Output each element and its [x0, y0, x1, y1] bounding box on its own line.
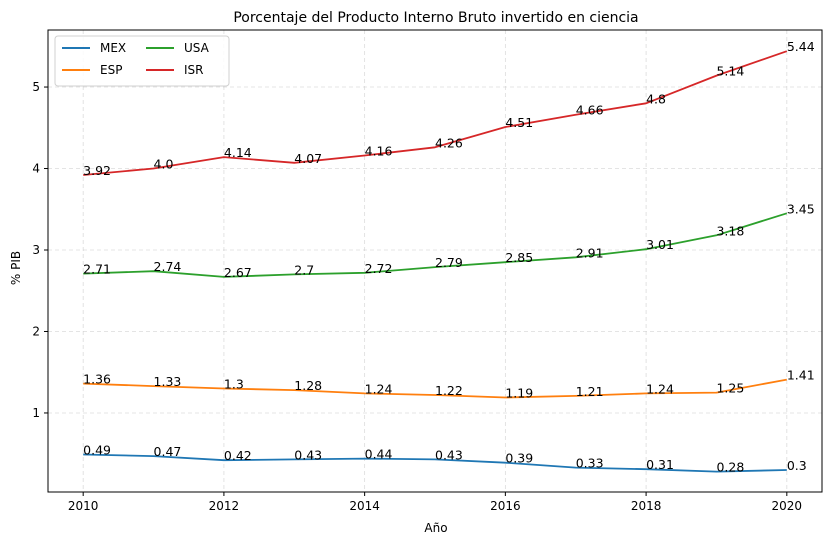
data-label: 0.43: [435, 447, 463, 462]
data-label: 1.24: [365, 381, 393, 396]
y-tick-label: 4: [32, 162, 40, 176]
data-label: 5.14: [716, 64, 744, 79]
data-label: 2.85: [505, 250, 533, 265]
data-label: 3.45: [787, 201, 815, 216]
y-axis-label: % PIB: [9, 251, 23, 285]
x-axis-label: Año: [424, 521, 447, 535]
data-label: 4.51: [505, 115, 533, 130]
data-label: 2.67: [224, 265, 252, 280]
y-tick-label: 1: [32, 406, 40, 420]
legend-label-isr: ISR: [184, 63, 204, 77]
data-label: 2.74: [154, 259, 182, 274]
y-tick-label: 2: [32, 324, 40, 338]
legend-label-usa: USA: [184, 41, 210, 55]
data-label: 1.19: [505, 385, 533, 400]
data-label: 1.36: [83, 372, 111, 387]
data-label: 0.47: [154, 444, 182, 459]
x-tick-label: 2010: [68, 499, 99, 513]
data-label: 2.72: [365, 261, 393, 276]
data-label: 5.44: [787, 39, 815, 54]
legend-box: [54, 35, 230, 87]
data-label: 0.43: [294, 447, 322, 462]
series-line-isr: [83, 50, 788, 176]
axis-ticks: 2010 2012 2014 2016 2018 2020 1 2 3 4 5: [32, 80, 802, 513]
data-label: 3.92: [83, 163, 111, 178]
series-line-mex: [83, 453, 787, 473]
data-labels: 0.49 0.47 0.42 0.43 0.44 0.43 0.39 0.33 0.31 0.28…: [83, 39, 815, 474]
data-label: 3.18: [716, 223, 744, 238]
data-label: 4.8: [646, 91, 666, 106]
series-line-esp: [83, 378, 787, 399]
data-label: 4.0: [154, 157, 174, 172]
x-tick-label: 2014: [349, 499, 380, 513]
plot-frame: [47, 29, 823, 493]
data-label: 0.42: [224, 448, 252, 463]
grid-lines: [48, 30, 822, 492]
data-label: 2.7: [294, 262, 314, 277]
data-label: 0.3: [787, 458, 807, 473]
data-label: 0.44: [365, 447, 393, 462]
data-label: 4.16: [365, 143, 393, 158]
data-label: 1.22: [435, 383, 463, 398]
data-label: 2.79: [435, 255, 463, 270]
data-label: 1.25: [716, 381, 744, 396]
data-label: 1.41: [787, 368, 815, 383]
data-label: 4.14: [224, 145, 252, 160]
y-tick-label: 3: [32, 243, 40, 257]
legend-label-esp: ESP: [100, 63, 122, 77]
data-label: 0.31: [646, 457, 674, 472]
data-label: 1.3: [224, 377, 244, 392]
x-tick-label: 2018: [631, 499, 662, 513]
x-tick-label: 2012: [209, 499, 240, 513]
series-lines: [83, 50, 788, 473]
data-label: 4.07: [294, 151, 322, 166]
data-label: 1.28: [294, 378, 322, 393]
chart-title: Porcentaje del Producto Interno Bruto in…: [233, 10, 638, 26]
data-label: 4.66: [576, 103, 604, 118]
data-label: 0.33: [576, 456, 604, 471]
data-label: 1.21: [576, 384, 604, 399]
legend-label-mex: MEX: [100, 41, 126, 55]
x-tick-label: 2020: [772, 499, 803, 513]
x-tick-label: 2016: [490, 499, 521, 513]
data-label: 0.39: [505, 451, 533, 466]
series-line-usa: [83, 212, 788, 278]
data-label: 2.71: [83, 262, 111, 277]
data-label: 1.24: [646, 381, 674, 396]
data-label: 0.28: [716, 460, 744, 475]
data-label: 0.49: [83, 443, 111, 458]
legend: MEX ESP USA ISR: [54, 35, 230, 87]
data-label: 3.01: [646, 237, 674, 252]
data-label: 2.91: [576, 245, 604, 260]
data-label: 4.26: [435, 135, 463, 150]
data-label: 1.33: [154, 374, 182, 389]
y-tick-label: 5: [32, 80, 40, 94]
